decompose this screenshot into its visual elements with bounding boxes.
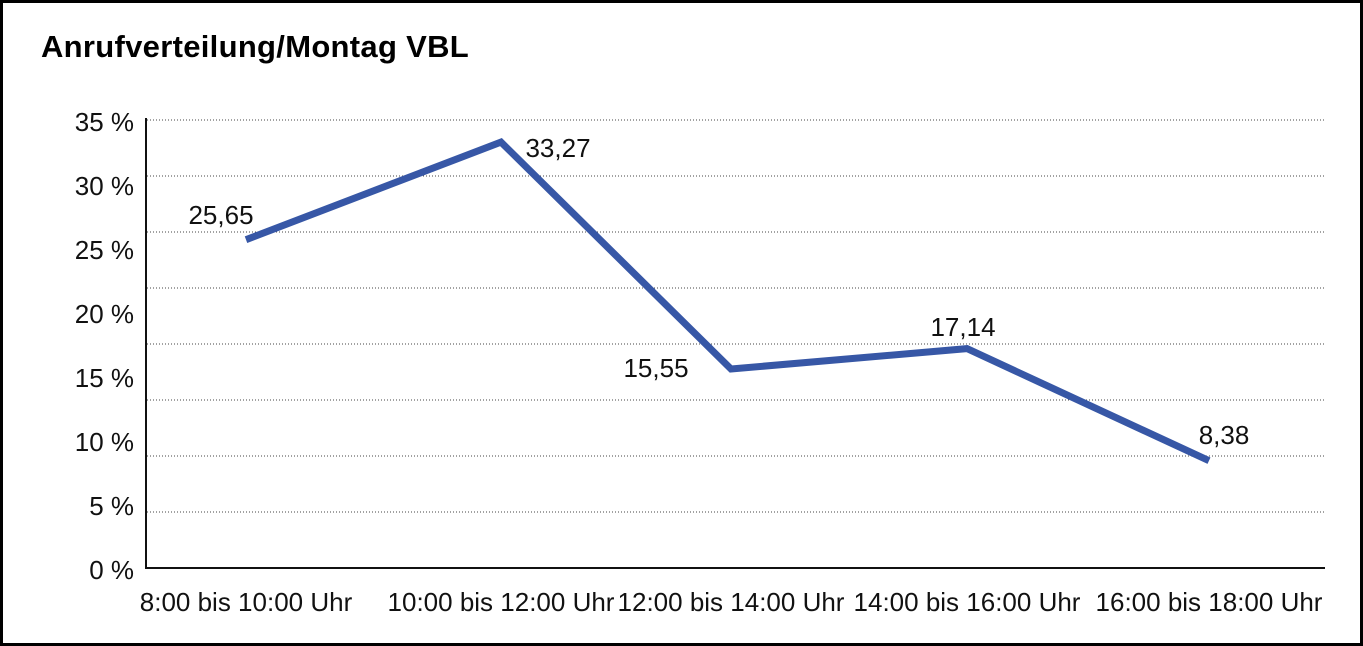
x-tick-label: 16:00 bis 18:00 Uhr: [1095, 587, 1323, 617]
y-tick-label: 25 %: [74, 235, 134, 265]
data-value-label: 25,65: [188, 199, 254, 230]
line-chart-canvas: [145, 118, 1325, 569]
y-tick-label: 30 %: [74, 171, 134, 201]
x-tick-label: 14:00 bis 16:00 Uhr: [853, 587, 1081, 617]
y-tick-label: 5 %: [89, 491, 134, 521]
x-tick-label: 8:00 bis 10:00 Uhr: [139, 587, 353, 617]
x-tick-label: 12:00 bis 14:00 Uhr: [617, 587, 845, 617]
data-value-label: 8,38: [1198, 419, 1250, 450]
series-line: [244, 138, 1211, 464]
y-tick-label: 15 %: [74, 363, 134, 393]
y-tick-label: 35 %: [74, 107, 134, 137]
y-tick-label: 20 %: [74, 299, 134, 329]
data-value-label: 17,14: [930, 311, 996, 342]
data-value-label: 33,27: [525, 133, 591, 164]
y-tick-label: 10 %: [74, 427, 134, 457]
y-tick-label: 0 %: [89, 555, 134, 585]
chart-title: Anrufverteilung/Montag VBL: [41, 29, 470, 64]
x-tick-label: 10:00 bis 12:00 Uhr: [387, 587, 615, 617]
data-value-label: 15,55: [623, 352, 689, 383]
